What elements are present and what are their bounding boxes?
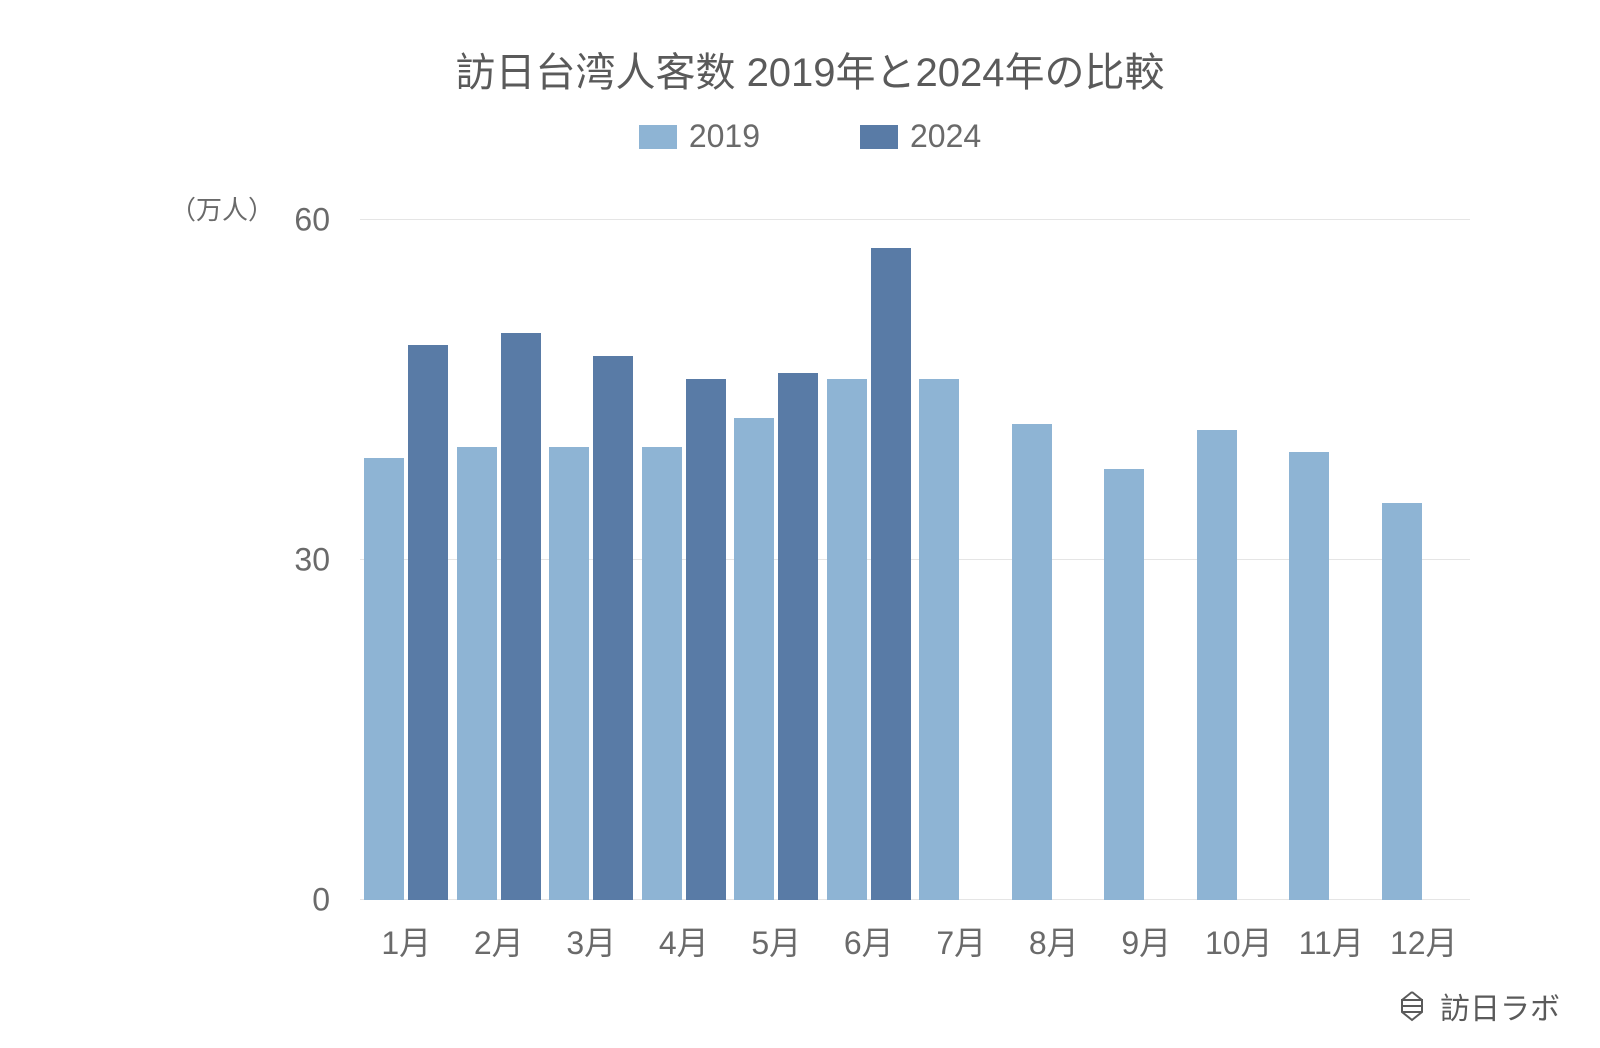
x-tick-label: 12月 bbox=[1390, 900, 1458, 964]
legend-item: 2024 bbox=[860, 118, 981, 155]
legend-swatch bbox=[860, 125, 898, 149]
x-tick-label: 5月 bbox=[751, 900, 801, 964]
bar bbox=[734, 418, 774, 900]
bar bbox=[364, 458, 404, 900]
x-tick-label: 3月 bbox=[566, 900, 616, 964]
month-group: 4月 bbox=[638, 220, 731, 900]
y-tick-label: 0 bbox=[312, 882, 360, 919]
month-group: 3月 bbox=[545, 220, 638, 900]
bar bbox=[1104, 469, 1144, 900]
month-group: 2月 bbox=[453, 220, 546, 900]
month-group: 12月 bbox=[1378, 220, 1471, 900]
x-tick-label: 10月 bbox=[1205, 900, 1273, 964]
chart-title: 訪日台湾人客数 2019年と2024年の比較 bbox=[80, 40, 1540, 98]
month-group: 5月 bbox=[730, 220, 823, 900]
plot-area: 1月2月3月4月5月6月7月8月9月10月11月12月 03060 bbox=[360, 220, 1470, 900]
bar bbox=[501, 333, 541, 900]
source-brand: 訪日ラボ bbox=[1396, 984, 1560, 1028]
month-group: 10月 bbox=[1193, 220, 1286, 900]
legend-label: 2019 bbox=[689, 118, 760, 155]
legend-item: 2019 bbox=[639, 118, 760, 155]
brand-logo-icon bbox=[1396, 990, 1428, 1022]
legend-swatch bbox=[639, 125, 677, 149]
bar bbox=[871, 248, 911, 900]
bar bbox=[1289, 452, 1329, 900]
bar bbox=[778, 373, 818, 900]
bar bbox=[686, 379, 726, 900]
x-tick-label: 6月 bbox=[844, 900, 894, 964]
bar bbox=[642, 447, 682, 900]
chart-container: 訪日台湾人客数 2019年と2024年の比較 20192024 （万人） 1月2… bbox=[80, 40, 1540, 968]
bar bbox=[549, 447, 589, 900]
month-group: 9月 bbox=[1100, 220, 1193, 900]
bars-layer: 1月2月3月4月5月6月7月8月9月10月11月12月 bbox=[360, 220, 1470, 900]
y-tick-label: 60 bbox=[294, 202, 360, 239]
x-tick-label: 9月 bbox=[1121, 900, 1171, 964]
y-axis-unit-label: （万人） bbox=[170, 190, 274, 227]
x-tick-label: 1月 bbox=[381, 900, 431, 964]
month-group: 7月 bbox=[915, 220, 1008, 900]
x-tick-label: 11月 bbox=[1299, 900, 1364, 964]
bar bbox=[1197, 430, 1237, 900]
bar bbox=[1382, 503, 1422, 900]
month-group: 6月 bbox=[823, 220, 916, 900]
x-tick-label: 2月 bbox=[474, 900, 524, 964]
y-tick-label: 30 bbox=[294, 542, 360, 579]
month-group: 8月 bbox=[1008, 220, 1101, 900]
bar bbox=[408, 345, 448, 900]
x-tick-label: 8月 bbox=[1029, 900, 1079, 964]
month-group: 11月 bbox=[1285, 220, 1378, 900]
x-tick-label: 4月 bbox=[659, 900, 709, 964]
bar bbox=[919, 379, 959, 900]
legend-label: 2024 bbox=[910, 118, 981, 155]
bar bbox=[827, 379, 867, 900]
x-tick-label: 7月 bbox=[936, 900, 986, 964]
bar bbox=[457, 447, 497, 900]
bar bbox=[1012, 424, 1052, 900]
legend: 2019 2024 bbox=[80, 118, 1540, 155]
month-group: 1月 bbox=[360, 220, 453, 900]
bar bbox=[593, 356, 633, 900]
source-label: 訪日ラボ bbox=[1440, 984, 1560, 1028]
